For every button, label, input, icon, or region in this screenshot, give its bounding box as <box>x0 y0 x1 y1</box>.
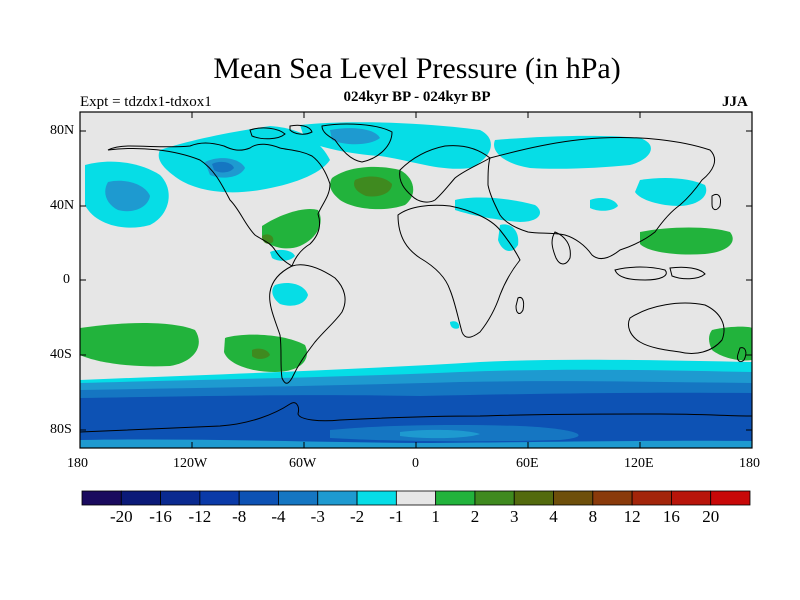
colorbar-label: -4 <box>271 507 286 526</box>
north-pacific-neg2 <box>105 180 150 212</box>
colorbar-box <box>356 490 397 506</box>
tasman-pos1 <box>709 326 752 361</box>
arabia-neg1 <box>590 198 618 211</box>
colorbar-box <box>671 490 712 506</box>
chart-title: Mean Sea Level Pressure (in hPa) <box>213 52 621 85</box>
arctic-canada-neg3 <box>212 161 234 173</box>
colorbar-label: -8 <box>232 507 247 526</box>
antarctic-patch <box>400 429 480 439</box>
colorbar-box <box>513 490 554 506</box>
lon-label-120w: 120W <box>173 456 208 471</box>
africa-small-neg <box>450 321 460 329</box>
axis-ticks <box>80 112 752 448</box>
colorbar-label: 20 <box>702 507 720 526</box>
colorbar-label: 8 <box>588 507 598 526</box>
colorbar-box <box>120 490 161 506</box>
colorbar-label: -2 <box>349 507 365 526</box>
gulf-pos1 <box>262 208 321 249</box>
lon-label-120e: 120E <box>624 456 654 471</box>
south-pacific-pos1 <box>80 323 199 367</box>
lon-label-0: 0 <box>412 456 419 471</box>
lon-label-180w: 180 <box>67 456 88 471</box>
lat-label-80n: 80N <box>50 123 75 138</box>
colorbar <box>81 490 751 506</box>
colorbar-label: 16 <box>662 507 680 526</box>
colorbar-label: 1 <box>431 507 440 526</box>
colorbar-box <box>238 490 279 506</box>
colorbar-box <box>474 490 515 506</box>
colorbar-label: -12 <box>188 507 212 526</box>
colorbar-box <box>710 490 751 506</box>
north-atlantic-pos2 <box>354 176 392 197</box>
lat-label-40n: 40N <box>50 198 75 213</box>
colorbar-box <box>278 490 319 506</box>
southern-band-neg4 <box>80 392 752 448</box>
experiment-label: Expt = tdzdx1-tdxox1 <box>80 94 212 110</box>
colorbar-label: -3 <box>310 507 325 526</box>
period-label: 024kyr BP - 024kyr BP <box>343 89 491 105</box>
north-atlantic-neg2 <box>330 128 380 145</box>
lon-label-60w: 60W <box>289 456 317 471</box>
lon-label-60e: 60E <box>516 456 539 471</box>
coastlines <box>79 123 753 433</box>
lat-label-0: 0 <box>63 272 70 287</box>
colorbar-box <box>553 490 594 506</box>
colorbar-box <box>81 490 122 506</box>
colorbar-label: 12 <box>623 507 641 526</box>
colorbar-box <box>317 490 358 506</box>
lat-label-40s: 40S <box>50 347 72 362</box>
lat-label-80s: 80S <box>50 422 72 437</box>
colorbar-box <box>592 490 633 506</box>
eurasia-neg1 <box>494 135 651 169</box>
arctic-canada-neg1 <box>158 126 330 193</box>
season-label: JJA <box>722 94 748 110</box>
east-asia-neg1 <box>635 177 707 206</box>
colorbar-label: 4 <box>549 507 558 526</box>
colorbar-label: -16 <box>149 507 172 526</box>
colorbar-box <box>199 490 240 506</box>
colorbar-label: 2 <box>470 507 480 526</box>
lon-label-180e: 180 <box>739 456 760 471</box>
colorbar-box <box>395 490 437 506</box>
south-america-pos2 <box>252 348 270 359</box>
colorbar-label: -20 <box>109 507 133 526</box>
west-pacific-pos1 <box>640 227 733 255</box>
south-america-neg1 <box>272 283 308 306</box>
colorbar-label: 3 <box>509 507 519 526</box>
colorbar-label: -1 <box>389 507 404 526</box>
colorbar-box <box>435 490 476 506</box>
colorbar-box <box>160 490 201 506</box>
middle-east-neg1 <box>498 224 519 252</box>
colorbar-box <box>631 490 672 506</box>
